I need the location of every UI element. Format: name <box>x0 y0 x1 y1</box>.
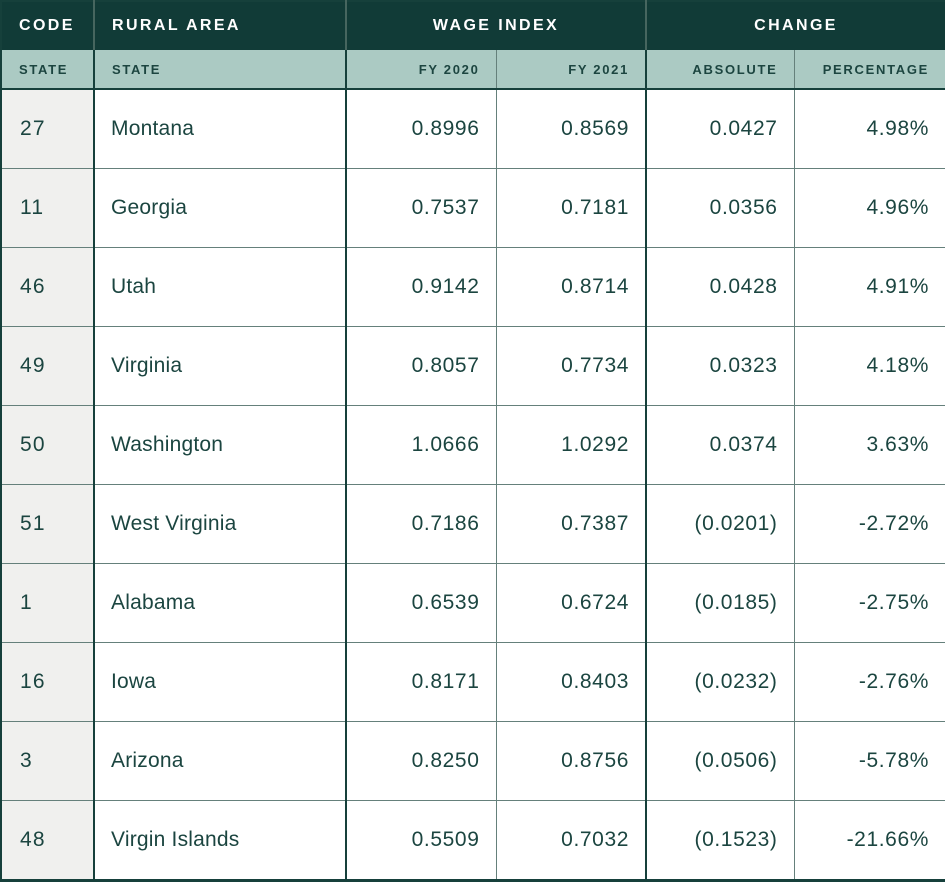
cell-absolute: 0.0323 <box>645 326 795 406</box>
table-row: 46 Utah 0.9142 0.8714 0.0428 4.91% <box>1 247 945 327</box>
cell-fy2021: 1.0292 <box>495 405 647 485</box>
cell-rural-area: Alabama <box>93 563 346 643</box>
cell-code: 46 <box>1 247 94 327</box>
table-row: 27 Montana 0.8996 0.8569 0.0427 4.98% <box>1 89 945 169</box>
cell-fy2020: 0.9142 <box>345 247 496 327</box>
cell-fy2020: 0.6539 <box>345 563 496 643</box>
cell-code: 1 <box>1 563 94 643</box>
subheader-fy-2021: FY 2021 <box>495 50 647 90</box>
table-row: 50 Washington 1.0666 1.0292 0.0374 3.63% <box>1 405 945 485</box>
cell-code: 48 <box>1 800 94 881</box>
subheader-percentage: PERCENTAGE <box>793 50 945 90</box>
header-group-row: CODE RURAL AREA WAGE INDEX CHANGE <box>1 1 945 50</box>
cell-absolute: (0.0185) <box>645 563 795 643</box>
cell-rural-area: Arizona <box>93 721 346 801</box>
cell-rural-area: Utah <box>93 247 346 327</box>
cell-fy2021: 0.8569 <box>495 89 647 169</box>
cell-percentage: 4.96% <box>793 168 945 248</box>
cell-percentage: -2.75% <box>793 563 945 643</box>
cell-code: 3 <box>1 721 94 801</box>
table-row: 16 Iowa 0.8171 0.8403 (0.0232) -2.76% <box>1 642 945 722</box>
cell-fy2021: 0.7181 <box>495 168 647 248</box>
table-row: 1 Alabama 0.6539 0.6724 (0.0185) -2.75% <box>1 563 945 643</box>
cell-fy2021: 0.7032 <box>495 800 647 881</box>
cell-fy2021: 0.7387 <box>495 484 647 564</box>
table-row: 11 Georgia 0.7537 0.7181 0.0356 4.96% <box>1 168 945 248</box>
cell-fy2020: 0.8996 <box>345 89 496 169</box>
header-code: CODE <box>1 1 94 50</box>
cell-fy2020: 0.7186 <box>345 484 496 564</box>
cell-fy2021: 0.8756 <box>495 721 647 801</box>
table-row: 48 Virgin Islands 0.5509 0.7032 (0.1523)… <box>1 800 945 881</box>
cell-absolute: 0.0427 <box>645 89 795 169</box>
cell-rural-area: Virginia <box>93 326 346 406</box>
subheader-fy-2020: FY 2020 <box>345 50 496 90</box>
cell-fy2020: 0.7537 <box>345 168 496 248</box>
cell-code: 50 <box>1 405 94 485</box>
cell-rural-area: Montana <box>93 89 346 169</box>
cell-percentage: -5.78% <box>793 721 945 801</box>
header-wage-index: WAGE INDEX <box>344 1 647 50</box>
cell-rural-area: Washington <box>93 405 346 485</box>
cell-fy2020: 0.8057 <box>345 326 496 406</box>
cell-absolute: (0.0506) <box>645 721 795 801</box>
cell-rural-area: West Virginia <box>93 484 346 564</box>
cell-fy2021: 0.8714 <box>495 247 647 327</box>
subheader-state: STATE <box>93 50 346 90</box>
cell-rural-area: Virgin Islands <box>93 800 346 881</box>
cell-absolute: (0.0201) <box>645 484 795 564</box>
cell-percentage: 4.18% <box>793 326 945 406</box>
cell-percentage: -21.66% <box>793 800 945 881</box>
cell-percentage: -2.72% <box>793 484 945 564</box>
cell-absolute: 0.0428 <box>645 247 795 327</box>
table-row: 3 Arizona 0.8250 0.8756 (0.0506) -5.78% <box>1 721 945 801</box>
cell-fy2020: 0.8171 <box>345 642 496 722</box>
cell-fy2020: 0.8250 <box>345 721 496 801</box>
cell-absolute: (0.0232) <box>645 642 795 722</box>
cell-rural-area: Georgia <box>93 168 346 248</box>
cell-fy2020: 0.5509 <box>345 800 496 881</box>
table-row: 51 West Virginia 0.7186 0.7387 (0.0201) … <box>1 484 945 564</box>
table-row: 49 Virginia 0.8057 0.7734 0.0323 4.18% <box>1 326 945 406</box>
cell-fy2021: 0.8403 <box>495 642 647 722</box>
cell-percentage: -2.76% <box>793 642 945 722</box>
cell-fy2021: 0.7734 <box>495 326 647 406</box>
subheader-absolute: ABSOLUTE <box>645 50 795 90</box>
cell-percentage: 3.63% <box>793 405 945 485</box>
subheader-row: STATE STATE FY 2020 FY 2021 ABSOLUTE PER… <box>1 50 945 90</box>
subheader-state-code: STATE <box>1 50 94 90</box>
cell-absolute: 0.0374 <box>645 405 795 485</box>
cell-code: 16 <box>1 642 94 722</box>
cell-percentage: 4.98% <box>793 89 945 169</box>
cell-code: 51 <box>1 484 94 564</box>
cell-absolute: 0.0356 <box>645 168 795 248</box>
cell-code: 27 <box>1 89 94 169</box>
cell-fy2020: 1.0666 <box>345 405 496 485</box>
cell-percentage: 4.91% <box>793 247 945 327</box>
cell-absolute: (0.1523) <box>645 800 795 881</box>
header-change: CHANGE <box>645 1 945 50</box>
cell-code: 11 <box>1 168 94 248</box>
cell-rural-area: Iowa <box>93 642 346 722</box>
header-rural-area: RURAL AREA <box>93 1 346 50</box>
cell-fy2021: 0.6724 <box>495 563 647 643</box>
cell-code: 49 <box>1 326 94 406</box>
